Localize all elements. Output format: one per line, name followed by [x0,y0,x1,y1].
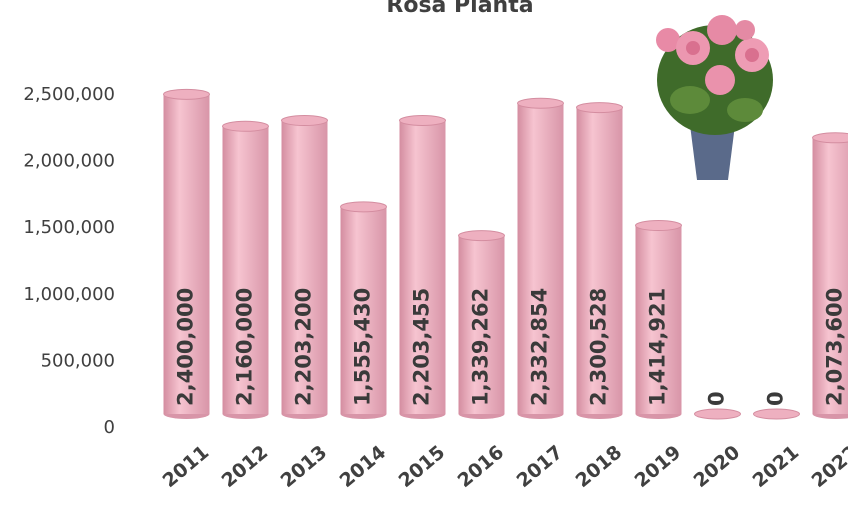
value-label: 2,300,528 [587,288,611,406]
x-tick-label: 2022 [808,441,848,492]
bar-top [754,409,800,419]
rose-illustration [656,15,773,180]
bar-top [282,116,328,126]
y-tick-label: 1,500,000 [23,217,115,238]
y-tick-label: 0 [104,417,115,438]
bar-top [636,221,682,231]
chart-title: Rosa Planta [386,0,533,18]
x-tick-label: 2015 [395,441,450,492]
bar-top [459,231,505,241]
bar-top [223,121,269,131]
bar-top [164,89,210,99]
value-label: 1,555,430 [351,288,375,406]
value-label: 2,332,854 [528,288,552,406]
value-label: 1,414,921 [646,288,670,406]
bar-top [341,202,387,212]
x-tick-label: 2017 [513,441,568,492]
value-label: 1,339,262 [469,288,493,406]
value-label: 2,073,600 [823,288,847,406]
x-tick-label: 2020 [690,441,745,492]
x-tick-label: 2016 [454,441,509,492]
value-label: 2,203,455 [410,288,434,406]
bar-top [695,409,741,419]
bar-top [400,115,446,125]
chart: Rosa Planta 0 500,000 1,000,000 1,500,000 2,… [0,0,848,506]
value-label: 0 [764,391,788,406]
x-tick-label: 2021 [749,441,804,492]
x-tick-label: 2019 [631,441,686,492]
x-tick-label: 2014 [336,441,391,492]
value-label: 2,160,000 [233,288,257,406]
y-tick-label: 2,500,000 [23,84,115,105]
x-tick-label: 2012 [218,441,273,492]
y-tick-label: 2,000,000 [23,151,115,172]
bar-top [518,98,564,108]
x-tick-label: 2018 [572,441,627,492]
x-tick-label: 2013 [277,441,332,492]
y-tick-label: 1,000,000 [23,284,115,305]
value-label: 0 [705,391,729,406]
bar-top [577,103,623,113]
x-tick-label: 2011 [159,441,214,492]
bar-top [813,133,848,143]
value-label: 2,203,200 [292,288,316,406]
y-tick-label: 500,000 [41,350,115,371]
value-label: 2,400,000 [174,288,198,406]
